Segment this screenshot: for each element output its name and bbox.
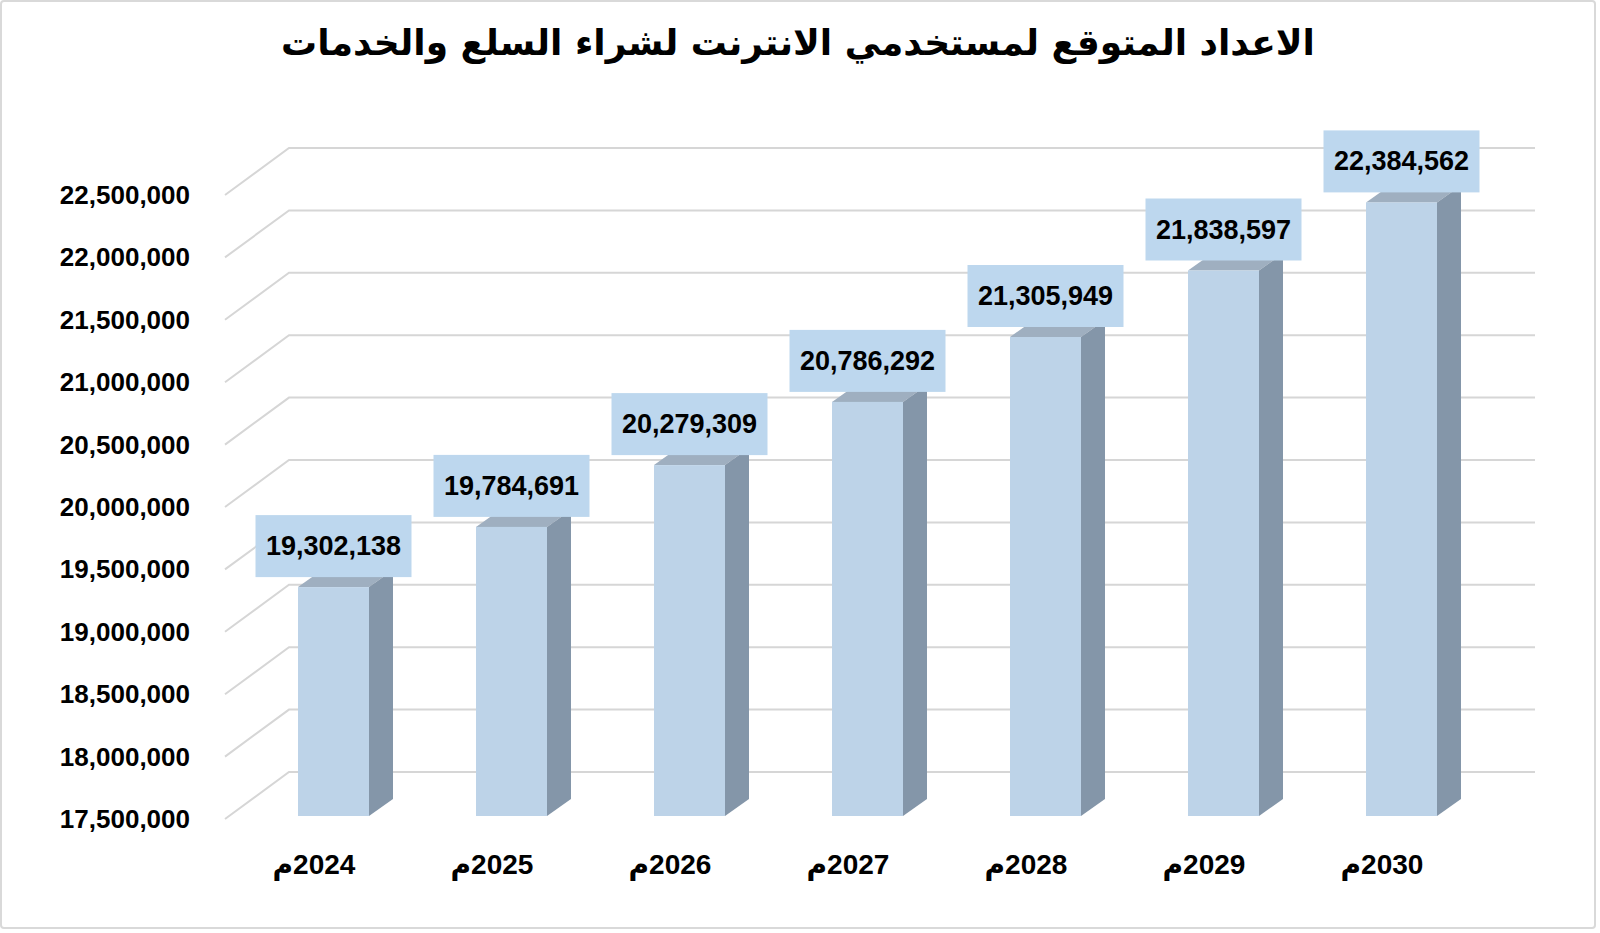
bar-2025م: [476, 510, 571, 816]
bar-2026م: [654, 448, 749, 816]
gridline: [225, 210, 1535, 257]
bar-side-face: [547, 510, 571, 816]
bar-side-face: [1259, 254, 1283, 817]
data-label: 19,302,138: [256, 515, 412, 577]
bar-side-face: [903, 385, 927, 816]
bar-front-face: [1010, 337, 1081, 816]
bar-2030م: [1366, 185, 1461, 816]
bar-2027م: [832, 385, 927, 816]
x-axis-label: 2025م: [451, 849, 534, 881]
bar-side-face: [369, 570, 393, 816]
data-label: 20,279,309: [612, 393, 768, 455]
x-axis-label: 2028م: [985, 849, 1068, 881]
chart-title: الاعداد المتوقع لمستخدمي الانترنت لشراء …: [2, 22, 1594, 63]
data-label: 21,838,597: [1146, 199, 1302, 261]
data-label-text: 19,302,138: [266, 531, 401, 561]
bar-front-face: [476, 527, 547, 816]
y-tick-label: 19,000,000: [60, 617, 190, 647]
data-label: 20,786,292: [790, 330, 946, 392]
x-axis-label: 2029م: [1163, 849, 1246, 881]
bar-side-face: [1437, 185, 1461, 816]
data-label-text: 21,838,597: [1156, 215, 1291, 245]
data-label: 22,384,562: [1324, 130, 1480, 192]
chart-container: الاعداد المتوقع لمستخدمي الانترنت لشراء …: [0, 0, 1596, 929]
x-axis-label: 2024م: [273, 849, 356, 881]
x-axis-label: 2030م: [1341, 849, 1424, 881]
bar-front-face: [1188, 271, 1259, 817]
bar-front-face: [654, 465, 725, 816]
bar-side-face: [1081, 320, 1105, 816]
data-label-text: 21,305,949: [978, 281, 1113, 311]
x-axis-label: 2026م: [629, 849, 712, 881]
bar-front-face: [298, 587, 369, 816]
y-tick-label: 18,000,000: [60, 742, 190, 772]
data-label-text: 20,786,292: [800, 346, 935, 376]
data-label: 21,305,949: [968, 265, 1124, 327]
y-tick-label: 17,500,000: [60, 804, 190, 834]
bar-2024م: [298, 570, 393, 816]
bar-front-face: [832, 402, 903, 816]
bar-2029م: [1188, 254, 1283, 817]
y-tick-label: 21,500,000: [60, 305, 190, 335]
data-label-text: 22,384,562: [1334, 146, 1469, 176]
x-axis-label: 2027م: [807, 849, 890, 881]
gridline: [225, 273, 1535, 320]
data-label: 19,784,691: [434, 455, 590, 517]
bar-front-face: [1366, 202, 1437, 816]
y-tick-label: 18,500,000: [60, 679, 190, 709]
bar-2028م: [1010, 320, 1105, 816]
y-tick-label: 21,000,000: [60, 367, 190, 397]
bar-side-face: [725, 448, 749, 816]
data-label-text: 19,784,691: [444, 471, 579, 501]
data-label-text: 20,279,309: [622, 409, 757, 439]
y-tick-label: 19,500,000: [60, 554, 190, 584]
y-tick-label: 20,500,000: [60, 430, 190, 460]
y-tick-label: 22,500,000: [60, 180, 190, 210]
y-tick-label: 20,000,000: [60, 492, 190, 522]
y-tick-label: 22,000,000: [60, 242, 190, 272]
bar-chart-svg: 17,500,000 18,000,000 18,500,000 19,000,000…: [2, 2, 1598, 931]
